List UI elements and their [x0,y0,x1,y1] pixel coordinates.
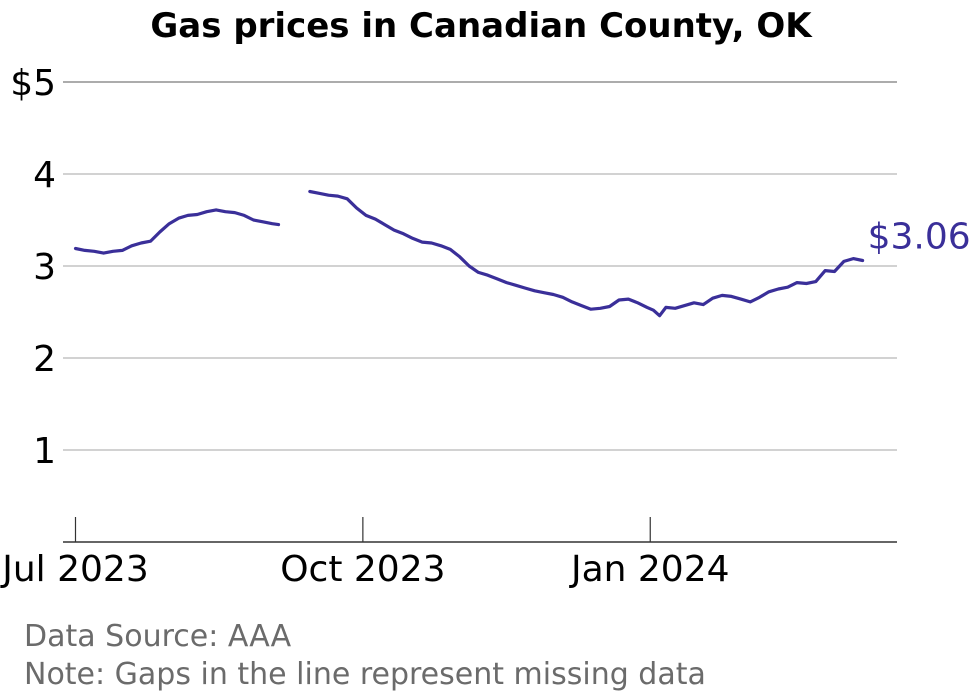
price-line-segment [73,208,281,255]
y-tick-label: 4 [33,155,56,196]
latest-price-label: $3.06 [868,216,971,257]
price-line [73,189,865,318]
y-tick-label: 3 [33,247,56,288]
gridlines [63,81,897,451]
data-source-note: Data Source: AAA [24,619,292,654]
y-tick-label: 2 [33,339,56,380]
x-axis: Jul 2023 Oct 2023 Jan 2024 [0,517,897,590]
x-tick-label: Oct 2023 [280,549,445,590]
y-tick-label: 1 [33,431,56,472]
missing-data-note: Note: Gaps in the line represent missing… [24,657,706,692]
y-axis: 1 2 3 4 $5 [10,63,56,472]
chart-title: Gas prices in Canadian County, OK [150,6,813,46]
price-line-segment [308,189,865,318]
y-tick-label: $5 [10,63,56,104]
x-tick-label: Jan 2024 [569,549,730,590]
x-tick-label: Jul 2023 [0,549,149,590]
